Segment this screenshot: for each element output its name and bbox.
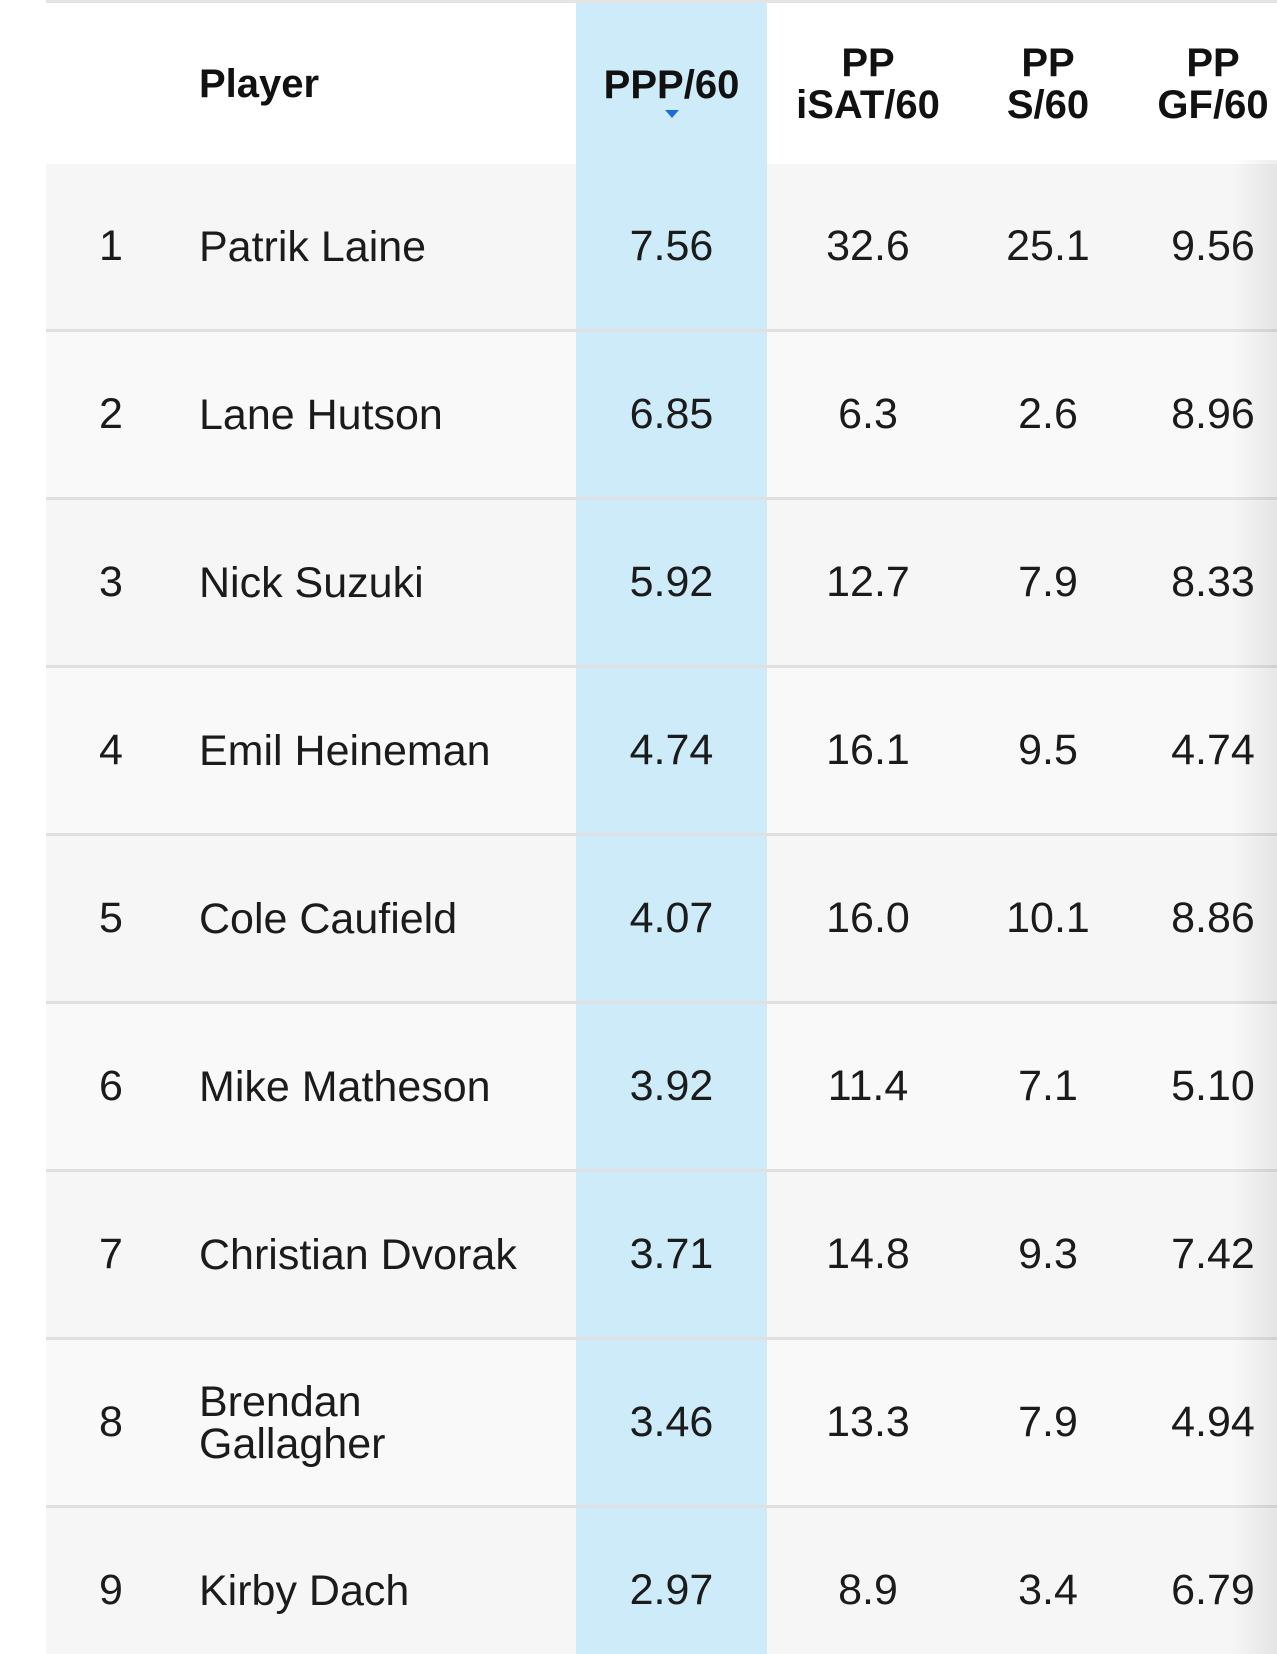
cell-pp-s60: 7.9 bbox=[1018, 558, 1078, 606]
cell-player[interactable]: Cole Caufield bbox=[199, 894, 458, 943]
cell-pp-s60: 3.4 bbox=[1018, 1566, 1078, 1614]
table-row[interactable]: 8 Brendan Gallagher 3.46 13.3 7.9 4.94 bbox=[46, 1340, 1277, 1508]
sorted-cell-highlight bbox=[576, 668, 767, 833]
column-header-player-label: Player bbox=[199, 61, 320, 106]
cell-pp-isat60: 13.3 bbox=[826, 1398, 910, 1446]
cell-pp-s60: 2.6 bbox=[1018, 390, 1078, 438]
cell-player[interactable]: Lane Hutson bbox=[199, 390, 443, 439]
cell-pp-gf60: 8.33 bbox=[1171, 558, 1255, 606]
stats-table: Player PPP/60 PP iSAT/60 PP S/60 PP GF/6… bbox=[46, 0, 1277, 1654]
cell-ppp60: 6.85 bbox=[629, 390, 714, 438]
table-row[interactable]: 9 Kirby Dach 2.97 8.9 3.4 6.79 bbox=[46, 1508, 1277, 1654]
table-row[interactable]: 5 Cole Caufield 4.07 16.0 10.1 8.86 bbox=[46, 836, 1277, 1004]
sorted-cell-highlight bbox=[576, 1508, 767, 1654]
cell-player[interactable]: Mike Matheson bbox=[199, 1062, 491, 1111]
cell-ppp60: 3.92 bbox=[629, 1062, 714, 1110]
cell-ppp60: 4.74 bbox=[629, 726, 714, 774]
table-row[interactable]: 7 Christian Dvorak 3.71 14.8 9.3 7.42 bbox=[46, 1172, 1277, 1340]
cell-ppp60: 3.46 bbox=[629, 1398, 714, 1446]
table-row[interactable]: 2 Lane Hutson 6.85 6.3 2.6 8.96 bbox=[46, 332, 1277, 500]
column-header-pp-gf60-line2: GF/60 bbox=[1157, 82, 1269, 127]
column-header-pp-isat60-line2: iSAT/60 bbox=[796, 82, 940, 127]
cell-pp-isat60: 12.7 bbox=[826, 558, 910, 606]
sorted-cell-highlight bbox=[576, 1004, 767, 1169]
cell-player[interactable]: Brendan Gallagher bbox=[199, 1377, 386, 1468]
sorted-cell-highlight bbox=[576, 836, 767, 1001]
cell-rank: 8 bbox=[99, 1398, 123, 1446]
cell-rank: 2 bbox=[99, 390, 123, 438]
column-header-pp-s60-line1: PP bbox=[1021, 40, 1075, 85]
cell-player[interactable]: Christian Dvorak bbox=[199, 1230, 517, 1279]
cell-pp-gf60: 9.56 bbox=[1171, 222, 1255, 270]
caret-down-icon bbox=[664, 109, 679, 118]
cell-pp-gf60: 8.86 bbox=[1171, 894, 1255, 942]
cell-ppp60: 5.92 bbox=[629, 558, 714, 606]
sorted-cell-highlight bbox=[576, 332, 767, 497]
column-header-pp-isat60-line1: PP bbox=[841, 40, 895, 85]
cell-pp-s60: 25.1 bbox=[1006, 222, 1090, 270]
column-header-pp-gf60-line1: PP bbox=[1186, 40, 1240, 85]
cell-rank: 1 bbox=[99, 222, 123, 270]
table-row[interactable]: 3 Nick Suzuki 5.92 12.7 7.9 8.33 bbox=[46, 500, 1277, 668]
table-row[interactable]: 6 Mike Matheson 3.92 11.4 7.1 5.10 bbox=[46, 1004, 1277, 1172]
cell-ppp60: 2.97 bbox=[629, 1566, 714, 1614]
table-top-border bbox=[46, 0, 1277, 3]
cell-rank: 3 bbox=[99, 558, 123, 606]
cell-rank: 9 bbox=[99, 1566, 123, 1614]
cell-pp-s60: 9.3 bbox=[1018, 1230, 1078, 1278]
cell-ppp60: 4.07 bbox=[629, 894, 714, 942]
cell-pp-gf60: 6.79 bbox=[1171, 1566, 1255, 1614]
cell-pp-isat60: 14.8 bbox=[826, 1230, 910, 1278]
cell-rank: 7 bbox=[99, 1230, 123, 1278]
sorted-cell-highlight bbox=[576, 1172, 767, 1337]
sorted-cell-highlight bbox=[576, 164, 767, 329]
table-row[interactable]: 1 Patrik Laine 7.56 32.6 25.1 9.56 bbox=[46, 164, 1277, 332]
cell-pp-gf60: 8.96 bbox=[1171, 390, 1255, 438]
cell-ppp60: 7.56 bbox=[629, 222, 714, 270]
cell-pp-s60: 10.1 bbox=[1006, 894, 1090, 942]
cell-rank: 6 bbox=[99, 1062, 123, 1110]
cell-player[interactable]: Nick Suzuki bbox=[199, 558, 424, 607]
table-row[interactable]: 4 Emil Heineman 4.74 16.1 9.5 4.74 bbox=[46, 668, 1277, 836]
cell-ppp60: 3.71 bbox=[629, 1230, 714, 1278]
column-header-ppp60-label: PPP/60 bbox=[603, 62, 740, 107]
sorted-cell-highlight bbox=[576, 1340, 767, 1505]
cell-rank: 4 bbox=[99, 726, 123, 774]
cell-pp-isat60: 6.3 bbox=[838, 390, 898, 438]
cell-pp-s60: 7.1 bbox=[1018, 1062, 1078, 1110]
cell-player[interactable]: Patrik Laine bbox=[199, 222, 427, 271]
cell-pp-isat60: 32.6 bbox=[826, 222, 910, 270]
table-header: Player PPP/60 PP iSAT/60 PP S/60 PP GF/6… bbox=[46, 3, 1277, 167]
cell-pp-isat60: 11.4 bbox=[827, 1062, 909, 1110]
cell-pp-s60: 7.9 bbox=[1018, 1398, 1078, 1446]
column-header-pp-gf60[interactable]: PP GF/60 bbox=[1128, 3, 1277, 164]
cell-pp-isat60: 16.1 bbox=[826, 726, 910, 774]
cell-pp-gf60: 5.10 bbox=[1171, 1062, 1255, 1110]
cell-rank: 5 bbox=[99, 894, 123, 942]
cell-player[interactable]: Emil Heineman bbox=[199, 726, 491, 775]
column-header-ppp60[interactable]: PPP/60 bbox=[576, 3, 767, 164]
sorted-cell-highlight bbox=[576, 500, 767, 665]
column-header-pp-s60-line2: S/60 bbox=[1006, 82, 1090, 127]
cell-pp-gf60: 4.74 bbox=[1171, 726, 1255, 774]
cell-pp-s60: 9.5 bbox=[1018, 726, 1078, 774]
cell-pp-gf60: 7.42 bbox=[1171, 1230, 1255, 1278]
cell-pp-isat60: 16.0 bbox=[826, 894, 910, 942]
column-header-player[interactable]: Player bbox=[199, 3, 499, 164]
column-header-pp-isat60[interactable]: PP iSAT/60 bbox=[768, 3, 968, 164]
column-header-pp-s60[interactable]: PP S/60 bbox=[968, 3, 1128, 164]
cell-pp-isat60: 8.9 bbox=[838, 1566, 898, 1614]
cell-pp-gf60: 4.94 bbox=[1171, 1398, 1255, 1446]
cell-player[interactable]: Kirby Dach bbox=[199, 1566, 410, 1615]
